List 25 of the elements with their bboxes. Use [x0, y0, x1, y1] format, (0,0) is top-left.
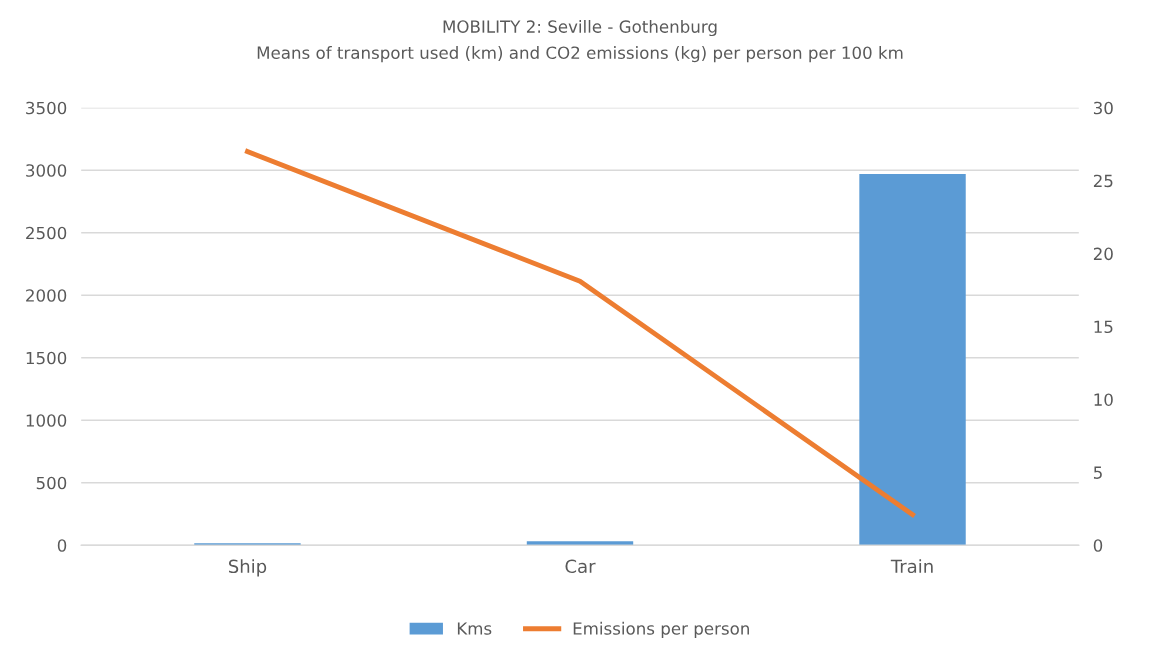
y2-tick-label: 20	[1093, 247, 1113, 261]
y2-tick-label: 0	[1093, 539, 1103, 552]
x-tick-label: Train	[890, 559, 933, 574]
y-tick-label: 2500	[26, 226, 67, 240]
legend-label: Kms	[457, 622, 492, 635]
y-tick-label: 3500	[26, 101, 67, 115]
legend-label: Emissions per person	[573, 621, 749, 638]
x-tick-label: Ship	[228, 559, 267, 577]
y-tick-label: 1500	[26, 351, 67, 365]
chart-title: MOBILITY 2: Seville - Gothenburg	[443, 19, 717, 37]
bar	[526, 541, 634, 546]
y-tick-label: 3000	[26, 164, 67, 177]
y-tick-label: 500	[36, 476, 67, 490]
y2-tick-label: 30	[1093, 101, 1113, 115]
y-tick-label: 2000	[26, 289, 67, 302]
chart-subtitle: Means of transport used (km) and CO2 emissions (kg) per person per 100 km	[257, 46, 903, 63]
y2-tick-label: 15	[1094, 320, 1113, 334]
y-tick-label: 0	[57, 539, 67, 552]
y2-tick-label: 10	[1094, 393, 1113, 406]
bar	[194, 543, 301, 546]
x-tick-label: Car	[565, 559, 596, 574]
bar	[859, 174, 966, 546]
y2-tick-label: 5	[1093, 466, 1102, 479]
y-tick-label: 1000	[26, 414, 67, 427]
y2-tick-label: 25	[1093, 174, 1113, 188]
